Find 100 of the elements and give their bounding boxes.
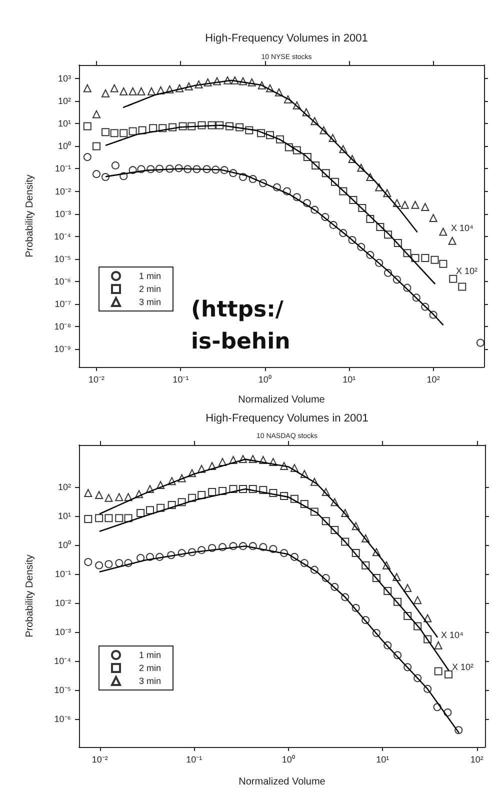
y-tick-label: 10⁻² [54, 186, 71, 196]
point [188, 548, 196, 556]
point [290, 464, 298, 472]
point [341, 593, 350, 602]
point [229, 542, 238, 550]
point [156, 504, 165, 512]
point [280, 549, 288, 558]
x-tick-label: 10⁰ [282, 754, 295, 764]
point [352, 604, 360, 612]
point [384, 641, 392, 650]
point [290, 552, 298, 561]
y-tick-label: 10⁻¹ [54, 569, 71, 580]
x-tick-label: 10⁻² [92, 754, 108, 764]
point [178, 474, 186, 482]
point [322, 574, 330, 582]
point [156, 481, 165, 490]
x-axis-title: Normalized Volume [238, 394, 326, 406]
y-tick-label: 10¹ [58, 511, 71, 522]
point [208, 488, 216, 496]
point [135, 490, 144, 498]
point [124, 493, 132, 502]
point [414, 674, 422, 682]
point [198, 546, 206, 554]
annotation: X 10⁴ [441, 630, 464, 640]
y-tick-label: 10⁻⁷ [54, 298, 71, 309]
legend-label: 1 min [139, 650, 162, 660]
point [84, 489, 92, 498]
point [414, 596, 422, 604]
point [167, 551, 176, 560]
x-tick-label: 10² [426, 374, 440, 384]
point [404, 584, 412, 592]
point [156, 552, 164, 561]
point [394, 598, 402, 606]
point [218, 543, 227, 552]
point [384, 587, 392, 596]
y-axis-title: Probability Density [24, 174, 36, 258]
y-tick-label: 10² [58, 96, 71, 106]
point [404, 612, 412, 620]
y-tick-label: 10⁻⁵ [54, 685, 72, 696]
point [84, 558, 92, 566]
point [259, 543, 268, 552]
annotation: (https:/ [191, 298, 284, 322]
point [330, 526, 339, 534]
point [434, 667, 442, 676]
point [218, 458, 227, 466]
point [310, 478, 318, 486]
point [248, 542, 257, 550]
annotation: is-behin [191, 330, 290, 354]
chart-title: High-Frequency Volumes in 2001 [205, 32, 368, 44]
point [178, 549, 186, 558]
point [188, 469, 196, 478]
point [444, 708, 452, 716]
point [322, 488, 330, 496]
point [392, 573, 401, 582]
x-tick-label: 10⁻¹ [172, 374, 189, 384]
y-tick-label: 10⁻³ [54, 627, 71, 638]
point [248, 485, 257, 494]
y-tick-label: 10⁻⁶ [54, 714, 72, 724]
point [352, 522, 360, 530]
x-tick-label: 10² [470, 754, 484, 764]
x-tick-label: 10¹ [376, 754, 390, 764]
point [414, 622, 422, 630]
legend-label: 1 min [139, 271, 162, 281]
point [95, 491, 104, 499]
point [424, 684, 432, 693]
point [124, 559, 132, 568]
y-tick-label: 10⁻⁶ [54, 276, 72, 286]
point [248, 455, 257, 464]
point [95, 514, 104, 522]
point [454, 726, 463, 734]
point [280, 462, 288, 470]
point [434, 641, 442, 650]
point [310, 508, 318, 516]
y-tick-label: 10² [58, 482, 71, 492]
y-tick-label: 10⁻⁹ [54, 344, 72, 354]
point [259, 456, 268, 464]
point [188, 494, 196, 502]
point [424, 614, 432, 622]
y-tick-label: 10⁻² [54, 598, 71, 608]
point [104, 494, 113, 502]
point [362, 534, 370, 542]
point [146, 506, 154, 514]
annotation: X 10² [452, 662, 474, 672]
point [269, 458, 278, 466]
point [146, 485, 154, 494]
point [124, 514, 132, 522]
point [404, 663, 412, 672]
y-axis-title: Probability Density [24, 554, 36, 638]
y-tick-label: 10⁻⁴ [54, 231, 72, 242]
point [290, 494, 298, 503]
point [310, 566, 318, 574]
y-tick-label: 10³ [58, 74, 71, 84]
y-tick-label: 10⁰ [58, 141, 71, 152]
x-tick-label: 10⁻² [88, 374, 104, 384]
legend-label: 3 min [139, 676, 162, 686]
point [341, 538, 350, 546]
point [115, 493, 124, 502]
legend-label: 2 min [139, 663, 162, 673]
x-tick-label: 10¹ [342, 374, 356, 384]
y-tick-label: 10⁻⁵ [54, 254, 72, 264]
